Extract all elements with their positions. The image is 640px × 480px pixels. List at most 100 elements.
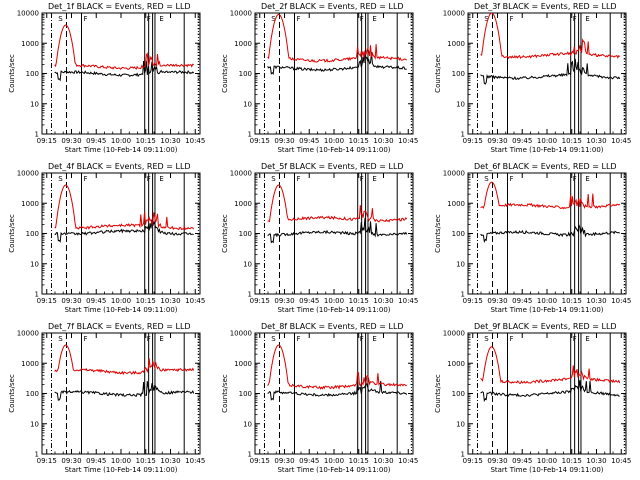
panel-title: Det_8f BLACK = Events, RED = LLD [261, 322, 404, 331]
panel-2: Det_2f BLACK = Events, RED = LLD 1 10 100 10… [221, 2, 418, 154]
series-line-events [267, 217, 408, 244]
x-tick-label: 09:30 [61, 297, 81, 305]
x-tick-label: 10:00 [537, 297, 557, 305]
x-tick-label: 09:45 [299, 297, 319, 305]
x-tick-label: 09:30 [487, 137, 507, 145]
marker-annotation: F [510, 335, 514, 343]
axes-frame [467, 12, 627, 135]
x-tick-label: 10:45 [185, 137, 205, 145]
marker-annotation: E [372, 175, 376, 183]
y-tick-label: 10 [243, 420, 252, 428]
marker-annotation: F [147, 15, 151, 23]
y-tick-label: 10000 [443, 170, 465, 178]
x-tick-label: 09:30 [274, 137, 294, 145]
x-tick-label: 10:15 [136, 457, 156, 465]
x-tick-label: 09:15 [37, 137, 57, 145]
x-tick-label: 09:30 [487, 457, 507, 465]
y-tick-label: 1 [35, 451, 39, 459]
y-tick-label: 100 [239, 230, 252, 238]
x-tick-label: 10:00 [111, 457, 131, 465]
x-tick-label: 09:45 [86, 137, 106, 145]
marker-annotation: S [271, 15, 276, 23]
x-axis-label: Start Time (10-Feb-14 09:11:00) [64, 306, 177, 314]
x-tick-label: 10:30 [373, 297, 393, 305]
series-line-events [54, 60, 195, 82]
y-tick-label: 1000 [447, 40, 465, 48]
y-tick-label: 10000 [230, 10, 252, 18]
x-tick-label: 09:45 [86, 457, 106, 465]
y-axis-label: Counts/sec [8, 54, 16, 93]
x-tick-label: 09:30 [61, 137, 81, 145]
y-tick-label: 1 [461, 291, 465, 299]
x-tick-label: 09:45 [512, 137, 532, 145]
y-tick-label: 10000 [17, 10, 39, 18]
marker-annotation: F [147, 335, 151, 343]
axes-frame [41, 332, 201, 455]
y-tick-label: 10000 [230, 330, 252, 338]
series-line-lld [54, 344, 195, 376]
x-tick-label: 09:15 [250, 137, 270, 145]
x-axis-label: Start Time (10-Feb-14 09:11:00) [64, 146, 177, 154]
marker-annotation: S [484, 335, 489, 343]
x-axis-label: Start Time (10-Feb-14 09:11:00) [490, 466, 603, 474]
marker-annotation: F [84, 15, 88, 23]
marker-annotation: F [297, 15, 301, 23]
panel-title: Det_5f BLACK = Events, RED = LLD [261, 162, 404, 171]
x-tick-label: 10:30 [160, 137, 180, 145]
panel-title: Det_9f BLACK = Events, RED = LLD [474, 322, 617, 331]
marker-annotation: F [84, 175, 88, 183]
x-tick-label: 10:15 [349, 137, 369, 145]
x-tick-label: 10:00 [111, 137, 131, 145]
x-tick-label: 10:15 [349, 297, 369, 305]
series-line-lld [480, 13, 621, 60]
x-tick-label: 10:00 [111, 297, 131, 305]
x-tick-label: 10:30 [586, 297, 606, 305]
marker-annotation: E [372, 15, 376, 23]
x-tick-label: 09:15 [250, 297, 270, 305]
x-tick-label: 09:30 [61, 457, 81, 465]
x-tick-label: 10:00 [324, 297, 344, 305]
series-line-lld [480, 346, 621, 384]
panel-7: Det_7f BLACK = Events, RED = LLD 1 10 100 10… [8, 322, 205, 474]
y-tick-label: 1000 [234, 200, 252, 208]
x-tick-label: 10:30 [160, 457, 180, 465]
y-axis-label: Counts/sec [221, 54, 229, 93]
marker-annotation: E [585, 15, 589, 23]
y-tick-label: 1 [35, 131, 39, 139]
series-line-events [267, 50, 407, 75]
x-tick-label: 09:45 [512, 297, 532, 305]
marker-annotation: S [58, 15, 63, 23]
y-tick-label: 10 [30, 260, 39, 268]
y-tick-label: 1000 [21, 40, 39, 48]
x-axis-label: Start Time (10-Feb-14 09:11:00) [277, 306, 390, 314]
x-tick-label: 09:15 [463, 297, 483, 305]
marker-annotation: E [159, 335, 163, 343]
x-tick-label: 10:15 [136, 137, 156, 145]
marker-annotation: E [159, 15, 163, 23]
y-tick-label: 1000 [447, 200, 465, 208]
y-tick-label: 10 [456, 420, 465, 428]
x-tick-label: 10:15 [136, 297, 156, 305]
x-tick-label: 10:45 [611, 457, 631, 465]
x-tick-label: 09:15 [37, 297, 57, 305]
x-tick-label: 10:45 [611, 137, 631, 145]
x-tick-label: 09:15 [37, 457, 57, 465]
x-tick-label: 10:30 [373, 137, 393, 145]
panel-8: Det_8f BLACK = Events, RED = LLD 1 10 100 10… [221, 322, 418, 474]
panel-title: Det_2f BLACK = Events, RED = LLD [261, 2, 404, 11]
y-tick-label: 1 [248, 451, 252, 459]
y-tick-label: 10 [243, 100, 252, 108]
marker-annotation: S [484, 15, 489, 23]
x-tick-label: 10:15 [562, 137, 582, 145]
marker-annotation: E [585, 335, 589, 343]
series-line-events [480, 380, 620, 403]
y-tick-label: 1000 [234, 360, 252, 368]
x-axis-label: Start Time (10-Feb-14 09:11:00) [490, 146, 603, 154]
y-tick-label: 1 [35, 291, 39, 299]
x-axis-label: Start Time (10-Feb-14 09:11:00) [64, 466, 177, 474]
x-tick-label: 10:15 [349, 457, 369, 465]
panel-title: Det_7f BLACK = Events, RED = LLD [48, 322, 191, 331]
axes-frame [41, 12, 201, 135]
x-tick-label: 09:45 [299, 457, 319, 465]
